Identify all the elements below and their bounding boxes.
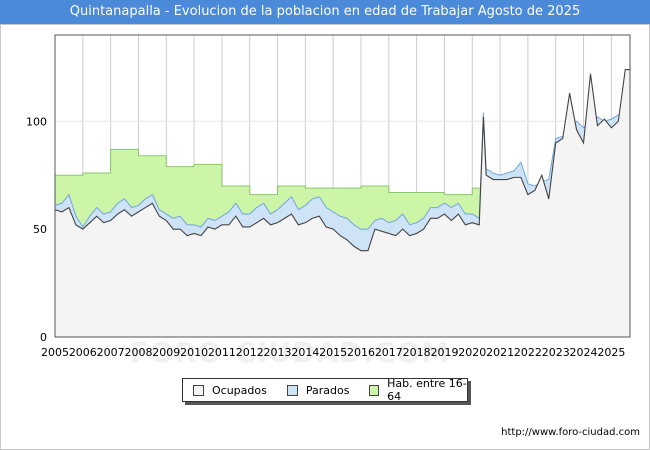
x-tick-label-2017: 2017: [375, 346, 403, 359]
x-tick-label-2012: 2012: [236, 346, 264, 359]
x-tick-label-2021: 2021: [486, 346, 514, 359]
x-tick-label-2022: 2022: [514, 346, 542, 359]
x-tick-labels: 2005 2006 2007 2008 2009 2010 2011 2012 2013 2014…: [41, 346, 625, 359]
x-tick-label-2020: 2020: [458, 346, 486, 359]
x-tick-label-2010: 2010: [180, 346, 208, 359]
axes: [54, 34, 631, 338]
y-tick-label-0: 0: [40, 331, 47, 344]
x-tick-label-2014: 2014: [291, 346, 319, 359]
y-tick-label-100: 100: [26, 115, 47, 128]
legend-label-parados: Parados: [305, 383, 350, 397]
line-parados: [54, 103, 631, 230]
x-tick-label-2005: 2005: [41, 346, 69, 359]
x-tick-label-2025: 2025: [597, 346, 625, 359]
legend-label-ocupados: Ocupados: [212, 383, 267, 397]
x-tick-label-2018: 2018: [403, 346, 431, 359]
y-tick-label-50: 50: [33, 223, 47, 236]
x-tick-label-2024: 2024: [570, 346, 598, 359]
area-series: [54, 68, 631, 338]
x-tick-label-2008: 2008: [124, 346, 152, 359]
legend-label-hab: Hab. entre 16-64: [387, 377, 467, 403]
x-tick-label-2006: 2006: [69, 346, 97, 359]
x-tick-label-2023: 2023: [542, 346, 570, 359]
x-tick-label-2016: 2016: [347, 346, 375, 359]
legend-item-hab: Hab. entre 16-64: [369, 377, 467, 403]
line-ocupados: [54, 68, 630, 252]
legend-swatch-ocupados: [193, 384, 204, 396]
legend-item-ocupados: Ocupados: [193, 384, 267, 397]
x-tick-label-2013: 2013: [264, 346, 292, 359]
plot-border: [54, 34, 631, 338]
chart-title: Quintanapalla - Evolucion de la poblacio…: [0, 0, 650, 24]
legend-swatch-hab: [369, 384, 380, 396]
x-tick-label-2007: 2007: [97, 346, 125, 359]
area-ocupados: [55, 69, 630, 337]
x-tick-label-2019: 2019: [430, 346, 458, 359]
line-hab: [55, 148, 489, 196]
legend: Ocupados Parados Hab. entre 16-64: [182, 377, 468, 403]
source-credit: http://www.foro-ciudad.com: [501, 427, 640, 438]
legend-swatch-parados: [286, 384, 298, 396]
legend-item-parados: Parados: [286, 383, 350, 397]
x-tick-label-2009: 2009: [152, 346, 180, 359]
x-tick-label-2015: 2015: [319, 346, 347, 359]
watermark-text: FORO-CIUDAD.COM: [130, 336, 451, 369]
x-tick-label-2011: 2011: [208, 346, 236, 359]
y-tick-labels: 0 50 100: [26, 115, 47, 344]
